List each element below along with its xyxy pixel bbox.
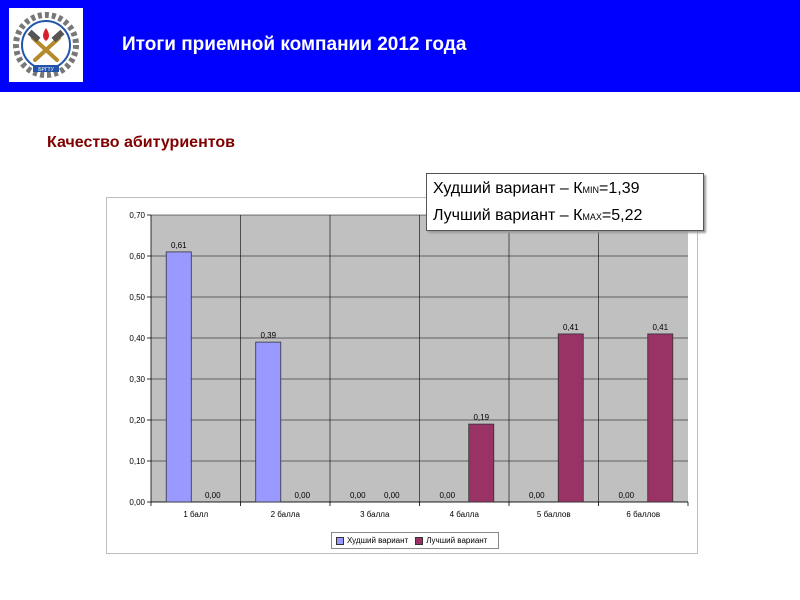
callout-best-prefix: Лучший вариант – К [433,207,583,224]
x-tick-label: 5 баллов [537,510,571,519]
data-label: 0,00 [384,491,400,500]
data-label: 0,61 [171,241,187,250]
bar-best [557,333,584,503]
bar-worst [165,251,192,503]
x-tick-label: 2 балла [271,510,301,519]
data-label: 0,19 [473,413,489,422]
callout-worst-value: =1,39 [599,180,640,197]
chart-legend: Худший вариант Лучший вариант [331,532,499,549]
callout-best: Лучший вариант – КMAX=5,22 [433,203,697,230]
y-tick-label: 0,10 [129,457,145,466]
callout-best-sub: MAX [582,212,602,222]
data-label: 0,41 [652,323,668,332]
y-tick-label: 0,60 [129,252,145,261]
data-label: 0,00 [439,491,455,500]
y-tick-label: 0,40 [129,334,145,343]
y-tick-label: 0,00 [129,498,145,507]
y-tick-label: 0,30 [129,375,145,384]
legend-swatch-worst [336,536,344,545]
data-label: 0,39 [260,331,276,340]
x-tick-label: 6 баллов [626,510,660,519]
logo: БРГТУ [9,8,83,82]
header-bar: БРГТУ Итоги приемной компании 2012 года [0,0,800,92]
callout-worst: Худший вариант – КMIN=1,39 [433,176,697,203]
data-label: 0,00 [205,491,221,500]
bar-chart: 0,00 0,10 0,20 0,30 0,40 0,50 0,60 0,70 1 балл 2 … [129,211,689,519]
y-tick-label: 0,70 [129,211,145,220]
x-tick-label: 1 балл [183,510,208,519]
legend-label-worst: Худший вариант [347,536,409,545]
callout-best-value: =5,22 [601,207,643,224]
x-tick-label: 3 балла [360,510,390,519]
bar-worst [255,341,282,503]
data-label: 0,41 [563,323,579,332]
data-label: 0,00 [294,491,310,500]
callout-worst-prefix: Худший вариант – К [433,180,583,197]
x-tick-label: 4 балла [450,510,480,519]
y-tick-label: 0,20 [129,416,145,425]
bar-best [468,423,495,503]
slide-title: Итоги приемной компании 2012 года [122,34,467,55]
data-label: 0,00 [350,491,366,500]
bar-best [647,333,674,503]
university-emblem-icon: БРГТУ [13,12,79,78]
legend-label-best: Лучший вариант [426,536,488,545]
data-label: 0,00 [618,491,634,500]
section-subtitle: Качество абитуриентов [47,134,235,151]
callout-worst-sub: MIN [582,185,600,195]
legend-swatch-best [415,536,424,545]
logo-text: БРГТУ [38,67,54,73]
data-label: 0,00 [529,491,545,500]
y-tick-label: 0,50 [129,293,145,302]
chart-frame: 0,00 0,10 0,20 0,30 0,40 0,50 0,60 0,70 1 балл 2 … [106,197,698,554]
coefficient-callout: Худший вариант – КMIN=1,39 Лучший вариан… [426,173,704,231]
